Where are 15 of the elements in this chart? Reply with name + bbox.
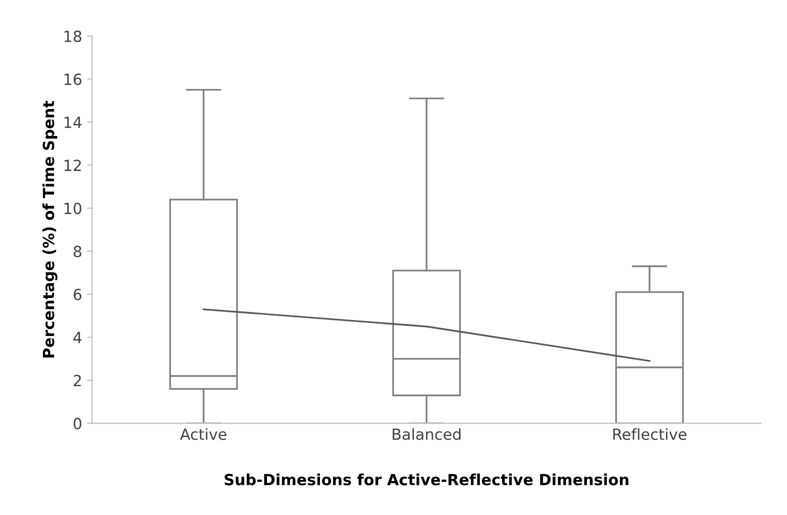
y-tick-label: 6: [74, 288, 82, 300]
y-axis-title: Percentage (%) of Time Spent: [42, 100, 58, 358]
y-tick-label: 2: [74, 374, 81, 386]
y-tick-label: 8: [74, 246, 82, 258]
y-tick-label: 12: [64, 160, 81, 171]
x-tick-label: Active: [180, 428, 226, 440]
x-tick-label: Balanced: [392, 428, 460, 440]
y-tick-label: 0: [74, 418, 82, 430]
y-tick-label: 16: [64, 74, 82, 86]
x-tick-label: Reflective: [613, 428, 686, 440]
y-tick-label: 4: [73, 332, 82, 344]
y-tick-label: 14: [64, 116, 82, 128]
x-axis-title: Sub-Dimesions for Active-Reflective Dimension: [224, 474, 628, 486]
y-tick-label: 10: [64, 202, 82, 214]
y-tick-label: 18: [64, 30, 82, 42]
